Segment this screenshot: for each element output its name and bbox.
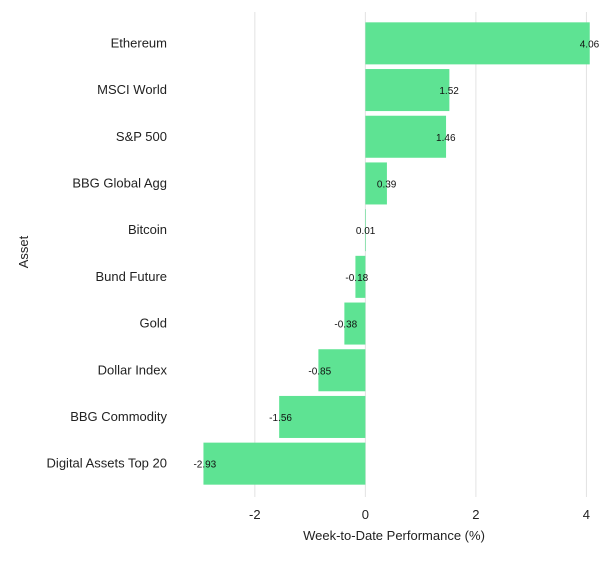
- category-label: Dollar Index: [98, 362, 168, 377]
- category-label: BBG Commodity: [70, 409, 167, 424]
- data-label: -0.85: [308, 366, 331, 377]
- x-tick-label: 2: [472, 507, 479, 522]
- bar: [365, 209, 366, 252]
- bar: [365, 69, 450, 112]
- bar: [318, 349, 366, 392]
- x-axis-title: Week-to-Date Performance (%): [303, 528, 485, 543]
- x-tick-labels: -2 0 2 4: [249, 507, 590, 522]
- bar: [344, 302, 366, 345]
- data-label: -0.38: [334, 320, 357, 331]
- data-label: 0.39: [377, 179, 397, 190]
- bar: [365, 22, 590, 65]
- category-label: MSCI World: [97, 82, 167, 97]
- x-tick-label: 4: [583, 507, 590, 522]
- category-label: Bund Future: [95, 269, 167, 284]
- category-labels: Ethereum MSCI World S&P 500 BBG Global Agg B…: [47, 35, 168, 470]
- data-labels: 4.06 1.52 1.46 0.39 0.01 -0.18 -0.38 -0.85 -1.56…: [193, 39, 599, 470]
- category-label: Bitcoin: [128, 222, 167, 237]
- bar: [365, 115, 447, 158]
- data-label: -2.93: [193, 460, 216, 471]
- bars: [203, 22, 590, 485]
- data-label: 1.46: [436, 133, 456, 144]
- data-label: -1.56: [269, 413, 292, 424]
- bar: [203, 442, 366, 485]
- bar: [279, 395, 366, 438]
- x-tick-label: 0: [362, 507, 369, 522]
- bar: [365, 162, 387, 205]
- x-tick-label: -2: [249, 507, 261, 522]
- category-label: Gold: [140, 316, 167, 331]
- category-label: Digital Assets Top 20: [47, 456, 167, 471]
- category-label: Ethereum: [111, 35, 167, 50]
- category-label: BBG Global Agg: [72, 175, 167, 190]
- y-axis-title: Asset: [16, 235, 31, 268]
- data-label: 4.06: [580, 39, 600, 50]
- data-label: -0.18: [345, 273, 368, 284]
- data-label: 0.01: [356, 226, 376, 237]
- category-label: S&P 500: [116, 129, 167, 144]
- bar: [355, 255, 366, 298]
- data-label: 1.52: [439, 86, 459, 97]
